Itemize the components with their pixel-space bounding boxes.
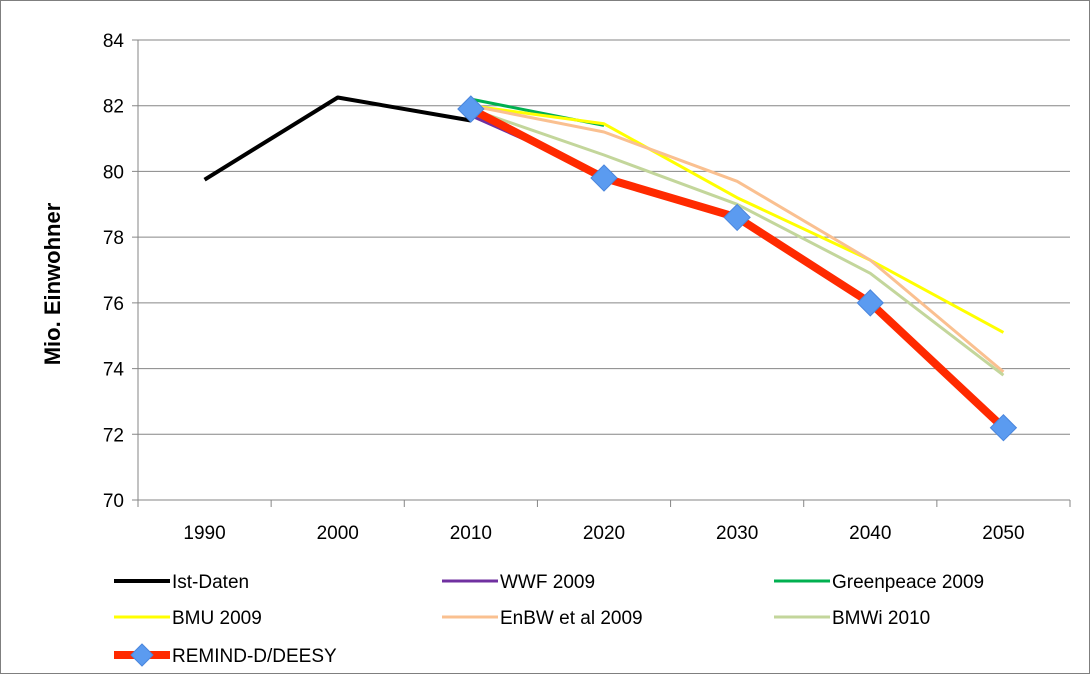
legend-item: EnBW et al 2009 (442, 608, 643, 629)
legend-item: Ist-Daten (114, 572, 249, 593)
legend-item: BMU 2009 (114, 608, 262, 629)
x-tick-label: 2040 (849, 523, 891, 544)
legend-item: WWF 2009 (442, 572, 595, 593)
x-tick-label: 1990 (183, 523, 225, 544)
legend-label: BMWi 2010 (832, 608, 930, 629)
legend-label: BMU 2009 (172, 608, 262, 629)
y-tick-label: 84 (103, 31, 125, 52)
y-tick-label: 74 (103, 360, 125, 381)
legend-label: EnBW et al 2009 (500, 608, 643, 629)
data-point-marker (723, 203, 751, 232)
series-line-3 (470, 104, 1005, 334)
y-tick-label: 82 (103, 97, 124, 118)
y-tick-label: 70 (103, 491, 124, 512)
y-tick-label: 78 (103, 228, 124, 249)
y-tick-label: 80 (103, 162, 124, 183)
x-tick-label: 2030 (716, 523, 758, 544)
x-tick-label: 2010 (450, 523, 492, 544)
legend-item: Greenpeace 2009 (774, 572, 984, 593)
x-tick-label: 2020 (583, 523, 625, 544)
data-point-marker (989, 414, 1018, 442)
x-tick-label: 2000 (317, 523, 359, 544)
legend-label: WWF 2009 (500, 572, 595, 593)
y-tick-label: 72 (103, 425, 124, 446)
legend-item: REMIND-D/DEESY (114, 643, 337, 667)
legend-marker (130, 643, 154, 667)
legend-label: Greenpeace 2009 (832, 572, 984, 593)
legend-label: REMIND-D/DEESY (172, 646, 337, 667)
series-line-0 (203, 95, 472, 182)
legend-label: Ist-Daten (172, 572, 249, 593)
series-line-4 (470, 104, 1005, 374)
legend-item: BMWi 2010 (774, 608, 930, 629)
x-tick-label: 2050 (982, 523, 1024, 544)
data-point-marker (856, 289, 884, 317)
y-axis-title: Mio. Einwohner (40, 202, 65, 365)
y-tick-label: 76 (103, 294, 124, 315)
data-point-marker (590, 164, 618, 192)
data-point-marker (457, 95, 485, 123)
